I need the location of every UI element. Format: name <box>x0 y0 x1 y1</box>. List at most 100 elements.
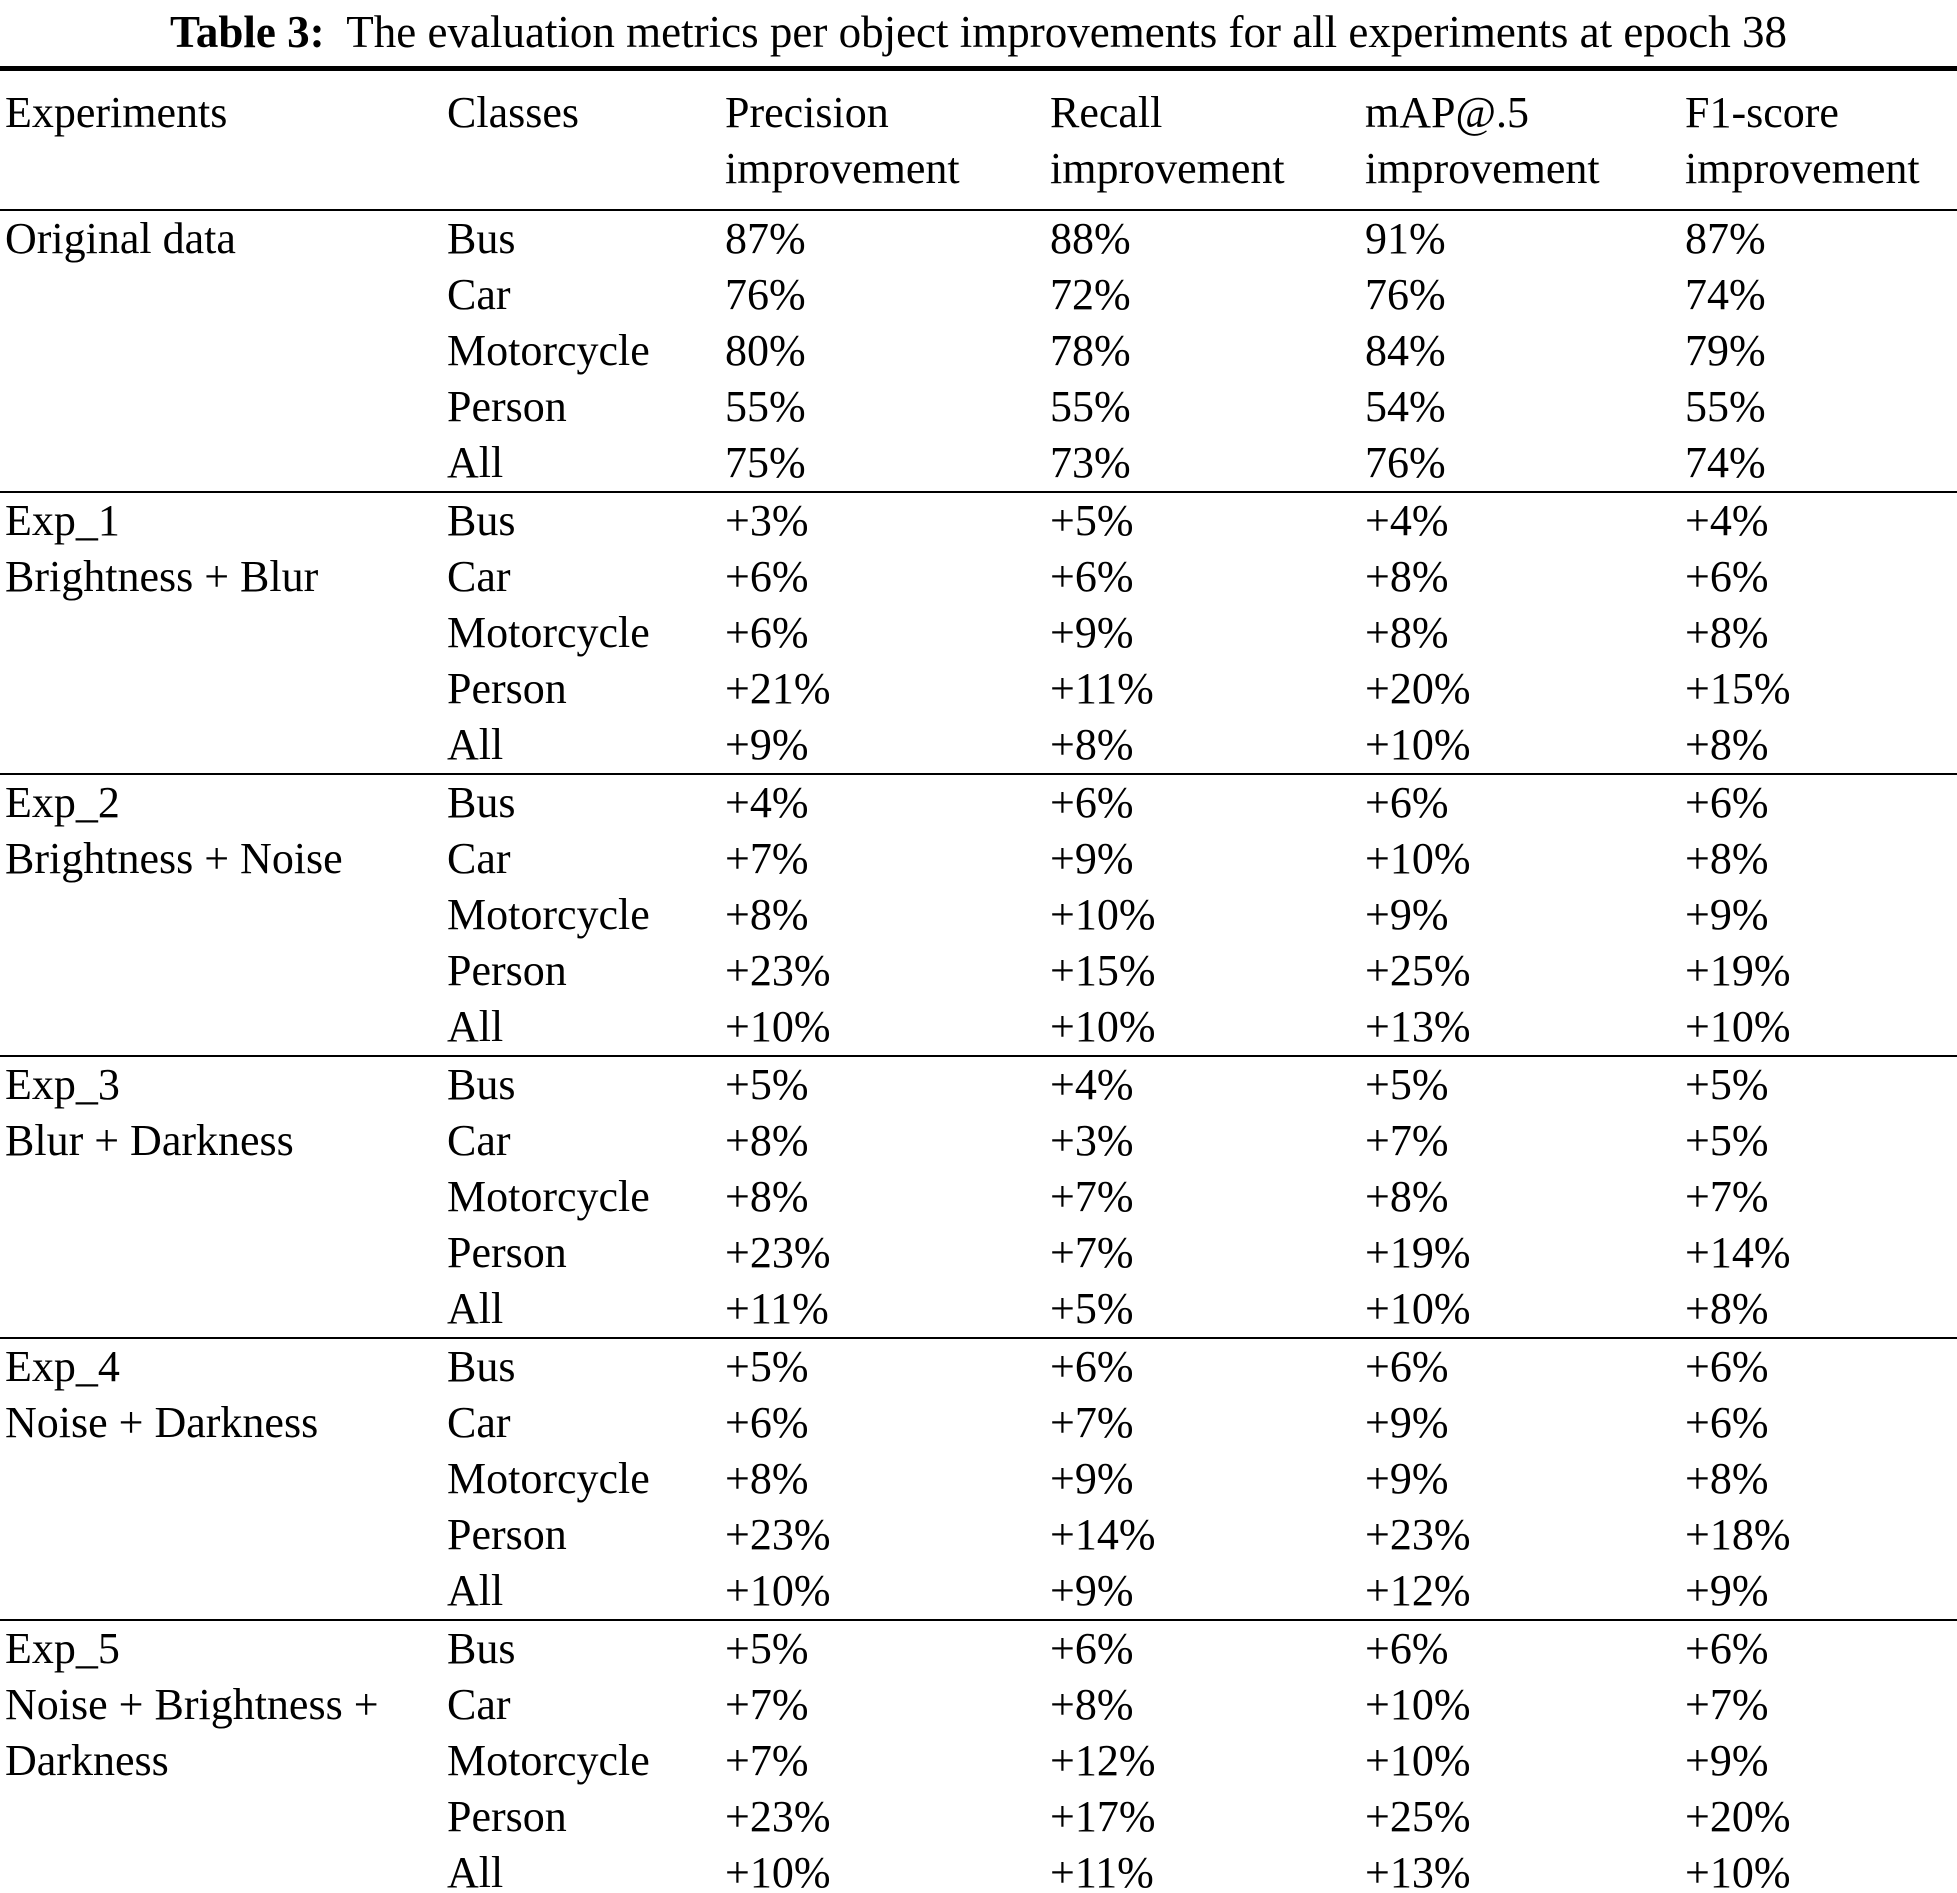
experiment-name-line: Noise + Brightness + <box>5 1680 379 1729</box>
experiment-name-line: Exp_2 <box>5 778 120 827</box>
table-row: Motorcycle +7% +12% +10% +9% <box>0 1733 1957 1789</box>
table-row: Car 76% 72% 76% 74% <box>0 267 1957 323</box>
experiment-block-exp1: Exp_1 Brightness + Blur Bus +3% +5% +4% … <box>0 492 1957 774</box>
table-row: Exp_4 Noise + Darkness Bus +5% +6% +6% +… <box>0 1338 1957 1447</box>
f1-cell: +9% <box>1685 1566 1769 1615</box>
class-cell: Car <box>447 1116 511 1165</box>
map-cell: +10% <box>1365 1284 1471 1333</box>
class-cell: Person <box>447 1228 567 1277</box>
table-header: Experiments Classes Precision improvemen… <box>0 68 1957 211</box>
class-cell: Motorcycle <box>447 326 650 375</box>
column-header-precision-improvement: Precision improvement <box>725 68 1050 211</box>
f1-cell: 79% <box>1685 326 1766 375</box>
class-cell: Person <box>447 1792 567 1841</box>
precision-cell: +5% <box>725 1060 809 1109</box>
precision-cell: +10% <box>725 1566 831 1615</box>
precision-cell: +5% <box>725 1342 809 1391</box>
precision-cell: +5% <box>725 1624 809 1673</box>
precision-cell: +23% <box>725 1792 831 1841</box>
f1-cell: +7% <box>1685 1172 1769 1221</box>
header-line <box>447 141 725 197</box>
f1-cell: +5% <box>1685 1060 1769 1109</box>
experiment-block-exp3: Exp_3 Blur + Darkness Bus +5% +4% +5% +5… <box>0 1056 1957 1338</box>
experiment-name-line: Exp_4 <box>5 1342 120 1391</box>
experiment-name-line: Blur + Darkness <box>5 1116 294 1165</box>
recall-cell: +9% <box>1050 834 1134 883</box>
column-header-map-improvement: mAP@.5 improvement <box>1365 68 1685 211</box>
table-row: All +10% +10% +13% +10% <box>0 999 1957 1056</box>
recall-cell: +8% <box>1050 1680 1134 1729</box>
map-cell: +7% <box>1365 1116 1449 1165</box>
experiment-block-original-data: Original data Bus 87% 88% 91% 87% Car 76… <box>0 210 1957 492</box>
experiment-block-exp5: Exp_5 Noise + Brightness + Darkness Bus … <box>0 1620 1957 1893</box>
map-cell: 84% <box>1365 326 1446 375</box>
map-cell: +9% <box>1365 1454 1449 1503</box>
table-row: Motorcycle +6% +9% +8% +8% <box>0 605 1957 661</box>
table-row: Person +23% +17% +25% +20% <box>0 1789 1957 1845</box>
class-cell: All <box>447 1284 504 1333</box>
table-row: Motorcycle +8% +10% +9% +9% <box>0 887 1957 943</box>
class-cell: Person <box>447 664 567 713</box>
f1-cell: +8% <box>1685 1284 1769 1333</box>
map-cell: 76% <box>1365 270 1446 319</box>
table-row: Exp_1 Brightness + Blur Bus +3% +5% +4% … <box>0 492 1957 601</box>
map-cell: +9% <box>1365 1398 1449 1447</box>
recall-cell: +7% <box>1050 1228 1134 1277</box>
header-line: F1-score <box>1685 88 1839 137</box>
column-header-experiments: Experiments <box>0 68 447 211</box>
map-cell: +13% <box>1365 1848 1471 1893</box>
precision-cell: +6% <box>725 552 809 601</box>
table-row: Exp_3 Blur + Darkness Bus +5% +4% +5% +5… <box>0 1056 1957 1165</box>
recall-cell: +11% <box>1050 664 1154 713</box>
map-cell: +23% <box>1365 1510 1471 1559</box>
precision-cell: 75% <box>725 438 806 487</box>
table-row: Person +23% +15% +25% +19% <box>0 943 1957 999</box>
map-cell: +20% <box>1365 664 1471 713</box>
class-cell: Car <box>447 1680 511 1729</box>
recall-cell: 88% <box>1050 214 1131 263</box>
experiment-name-cell: Exp_5 Noise + Brightness + Darkness <box>0 1620 447 1893</box>
table-row: All +11% +5% +10% +8% <box>0 1281 1957 1338</box>
class-cell: Car <box>447 270 511 319</box>
precision-cell: +23% <box>725 946 831 995</box>
recall-cell: +5% <box>1050 496 1134 545</box>
precision-cell: +9% <box>725 720 809 769</box>
recall-cell: +9% <box>1050 1454 1134 1503</box>
recall-cell: 73% <box>1050 438 1131 487</box>
table-row: Person +21% +11% +20% +15% <box>0 661 1957 717</box>
table-row: All +9% +8% +10% +8% <box>0 717 1957 774</box>
header-line: improvement <box>1685 144 1920 193</box>
class-cell: Bus <box>447 214 516 263</box>
class-cell: Bus <box>447 1342 516 1391</box>
table-row: All +10% +9% +12% +9% <box>0 1563 1957 1620</box>
class-cell: Motorcycle <box>447 608 650 657</box>
map-cell: +13% <box>1365 1002 1471 1051</box>
precision-cell: +10% <box>725 1002 831 1051</box>
precision-cell: +11% <box>725 1284 829 1333</box>
recall-cell: +9% <box>1050 1566 1134 1615</box>
header-line <box>5 141 447 197</box>
f1-cell: +9% <box>1685 890 1769 939</box>
recall-cell: +4% <box>1050 1060 1134 1109</box>
map-cell: 76% <box>1365 438 1446 487</box>
table-row: Car +8% +3% +7% +5% <box>0 1113 1957 1169</box>
class-cell: Motorcycle <box>447 1736 650 1785</box>
precision-cell: +8% <box>725 1116 809 1165</box>
f1-cell: +5% <box>1685 1116 1769 1165</box>
column-header-classes: Classes <box>447 68 725 211</box>
precision-cell: +10% <box>725 1848 831 1893</box>
map-cell: 54% <box>1365 382 1446 431</box>
precision-cell: 80% <box>725 326 806 375</box>
experiment-name-cell: Exp_2 Brightness + Noise <box>0 774 447 1056</box>
recall-cell: +7% <box>1050 1172 1134 1221</box>
table-row: Person +23% +7% +19% +14% <box>0 1225 1957 1281</box>
column-header-f1-improvement: F1-score improvement <box>1685 68 1957 211</box>
precision-cell: +8% <box>725 890 809 939</box>
experiment-name-cell: Original data <box>0 210 447 492</box>
evaluation-metrics-table: Experiments Classes Precision improvemen… <box>0 66 1957 1893</box>
experiment-name-cell: Exp_4 Noise + Darkness <box>0 1338 447 1620</box>
recall-cell: +12% <box>1050 1736 1156 1785</box>
f1-cell: +9% <box>1685 1736 1769 1785</box>
header-line: mAP@.5 <box>1365 88 1529 137</box>
